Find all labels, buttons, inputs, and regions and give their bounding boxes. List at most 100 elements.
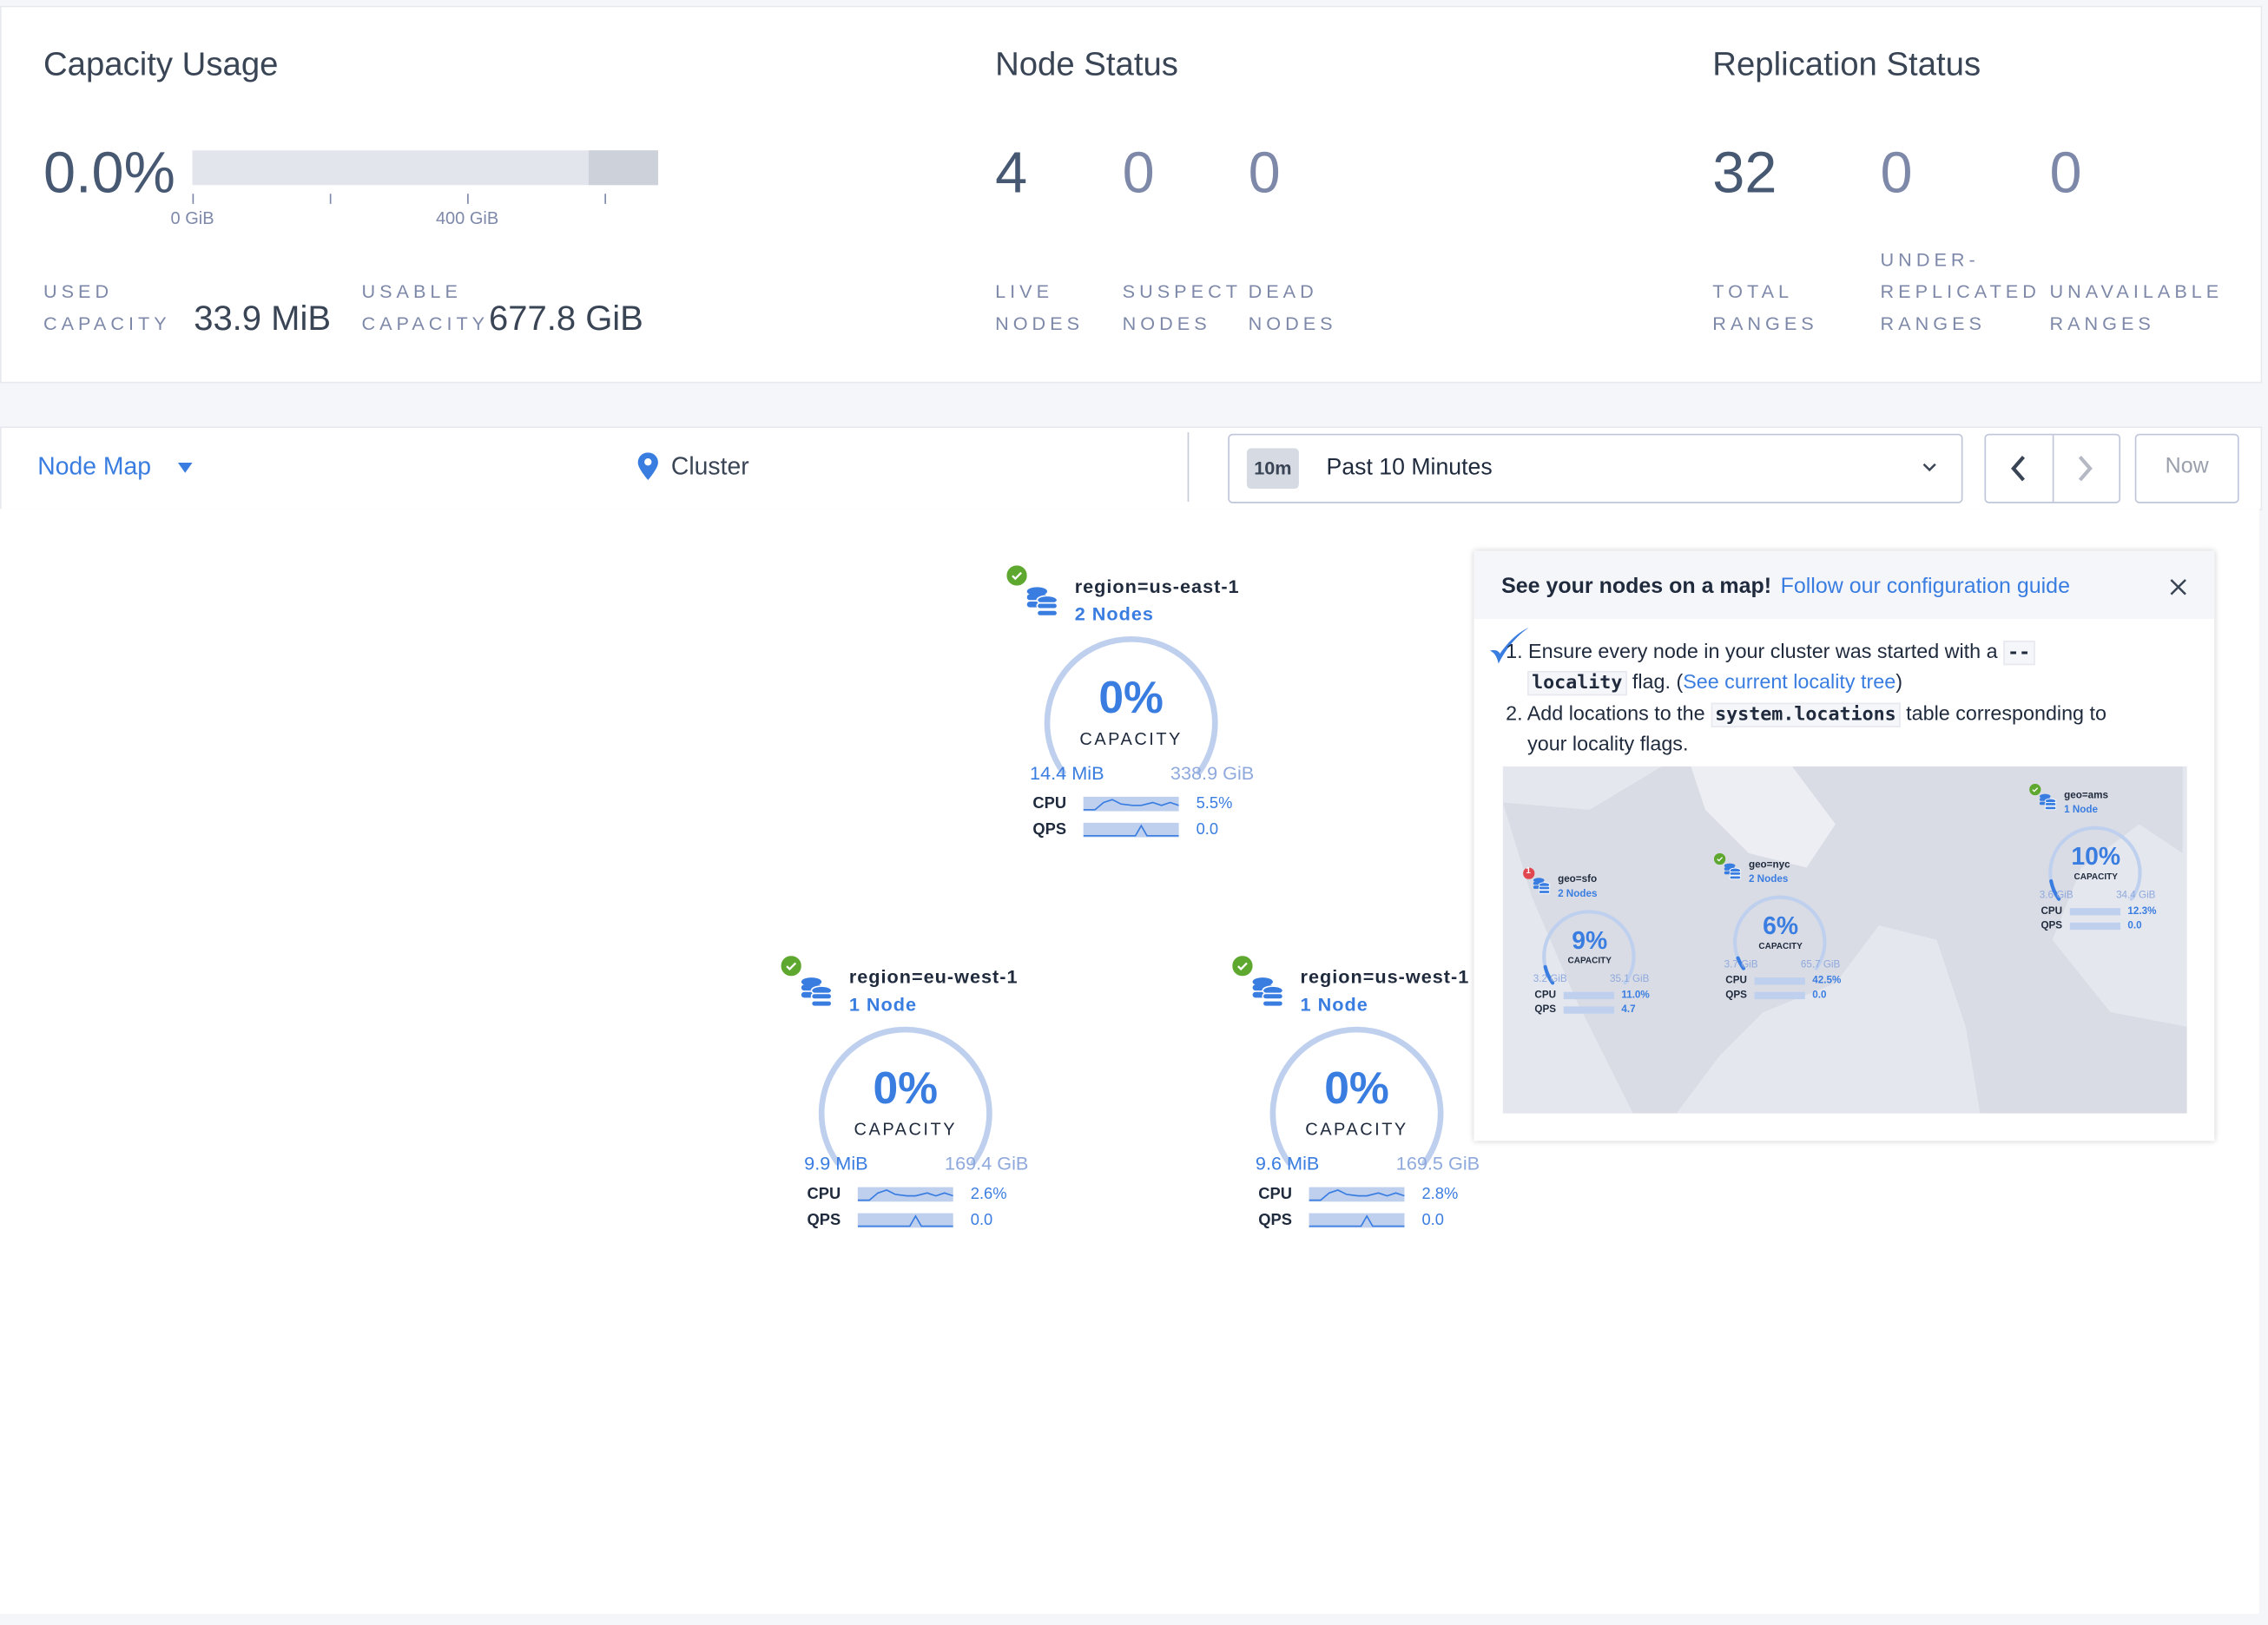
unavailable-label: UNAVAILABLE xyxy=(2049,280,2224,303)
gauge-fill xyxy=(1543,964,1555,985)
usable-value: 677.8 GiB xyxy=(489,299,643,339)
map-node-capacity-label: CAPACITY xyxy=(1567,957,1612,966)
close-icon[interactable] xyxy=(2170,578,2187,595)
map-node-qps-sparkline xyxy=(1754,991,1805,1000)
map-node-cpu: 42.5% xyxy=(1812,976,1842,987)
used-label: USED xyxy=(43,280,114,303)
next-button[interactable] xyxy=(2054,435,2119,502)
tick xyxy=(467,194,469,204)
time-range-label: Past 10 Minutes xyxy=(1326,455,1493,481)
capacity-percent: 0% xyxy=(1324,1062,1389,1114)
map-node-cpu-label: CPU xyxy=(2041,906,2063,918)
map-node-qps-label: QPS xyxy=(1725,990,1747,1001)
step-1-cont: locality flag. (See current locality tre… xyxy=(1527,667,1902,699)
live-label: LIVE xyxy=(995,280,1054,303)
database-icon xyxy=(1252,977,1284,1008)
breadcrumb-cluster[interactable]: Cluster xyxy=(670,452,749,481)
alert-badge-icon xyxy=(1523,867,1535,879)
gauge-track xyxy=(1733,895,1827,970)
map-node-qps-sparkline xyxy=(1563,1006,1615,1014)
qps-value: 0.0 xyxy=(970,1211,993,1229)
cpu-sparkline xyxy=(1309,1187,1405,1202)
node-locality-card[interactable]: region=us-west-1 1 Node 0% CAPACITY 9.6 … xyxy=(1232,954,1521,1243)
capacity-label: CAPACITY xyxy=(1079,728,1183,749)
qps-label: QPS xyxy=(807,1211,841,1229)
locality-title[interactable]: region=us-west-1 xyxy=(1300,965,1470,988)
used-value: 33.9 MiB xyxy=(194,299,331,339)
divider xyxy=(1187,432,1190,503)
map-node-percent: 6% xyxy=(1763,912,1799,940)
qps-sparkline xyxy=(857,1213,953,1228)
map-node-title: geo=sfo xyxy=(1558,874,1598,885)
checkmark-icon xyxy=(1489,627,1529,664)
map-node-qps-label: QPS xyxy=(1534,1004,1557,1016)
under-replicated-label: RANGES xyxy=(1880,312,1986,334)
map-node-count: 2 Nodes xyxy=(1748,874,1789,885)
configuration-guide-link[interactable]: Follow our configuration guide xyxy=(1780,574,2070,599)
map-node-total: 34.4 GiB xyxy=(2116,891,2156,901)
map-node-total: 35.1 GiB xyxy=(1610,974,1650,985)
map-node-capacity-label: CAPACITY xyxy=(1758,943,1803,952)
tick xyxy=(604,194,606,204)
step-2-cont: your locality flags. xyxy=(1527,731,1689,755)
node-locality-card[interactable]: region=us-east-1 2 Nodes 0% CAPACITY 14.… xyxy=(1006,564,1296,853)
map-node-qps-label: QPS xyxy=(2041,921,2063,931)
total-capacity: 338.9 GiB xyxy=(1170,761,1255,784)
time-range-select[interactable]: 10m Past 10 Minutes xyxy=(1228,433,1963,503)
step-2: 2. Add locations to the system.locations… xyxy=(1506,701,2106,727)
capacity-percent: 0% xyxy=(1098,672,1164,723)
capacity-percent: 0.0% xyxy=(43,141,175,206)
under-replicated-value: 0 xyxy=(1880,141,1913,206)
under-replicated-label: REPLICATED xyxy=(1880,280,2041,303)
total-capacity: 169.5 GiB xyxy=(1395,1152,1480,1174)
locality-title[interactable]: region=eu-west-1 xyxy=(848,965,1019,988)
capacity-label: CAPACITY xyxy=(1305,1119,1408,1140)
dead-label: NODES xyxy=(1248,312,1337,334)
gauge-track xyxy=(1269,1026,1444,1166)
map-node-capacity-label: CAPACITY xyxy=(2074,873,2118,883)
gauge-track xyxy=(2048,826,2142,901)
map-node-qps: 0.0 xyxy=(2127,921,2142,931)
map-node-cpu: 12.3% xyxy=(2127,906,2157,918)
map-node-total: 65.7 GiB xyxy=(1800,960,1841,970)
used-capacity: 9.9 MiB xyxy=(804,1152,868,1174)
capacity-percent: 0% xyxy=(873,1062,939,1114)
gauge-fill xyxy=(2049,878,2061,901)
chevron-right-icon xyxy=(2078,456,2093,482)
used-label: CAPACITY xyxy=(43,312,171,334)
suspect-label: SUSPECT xyxy=(1122,280,1242,303)
popup-heading: See your nodes on a map! xyxy=(1501,574,1772,599)
map-node-percent: 10% xyxy=(2071,843,2121,871)
locality-tree-link[interactable]: See current locality tree xyxy=(1683,669,1896,693)
usable-label: CAPACITY xyxy=(361,312,490,334)
used-capacity: 14.4 MiB xyxy=(1030,761,1104,784)
healthy-check-icon xyxy=(1232,956,1253,977)
cpu-value: 5.5% xyxy=(1196,795,1233,813)
cpu-label: CPU xyxy=(807,1185,841,1203)
locality-title[interactable]: region=us-east-1 xyxy=(1074,575,1240,597)
database-icon xyxy=(1026,587,1058,617)
example-map-node: 1 geo=sfo 2 Nodes 9% CAPACITY 3.2 GiB 35… xyxy=(1523,867,1674,1032)
now-button[interactable]: Now xyxy=(2134,433,2239,503)
qps-sparkline xyxy=(1083,822,1179,838)
summary-panel xyxy=(0,5,2263,384)
previous-button[interactable] xyxy=(1986,435,2054,503)
suspect-nodes-value: 0 xyxy=(1122,141,1155,206)
node-locality-card[interactable]: region=eu-west-1 1 Node 0% CAPACITY 9.9 … xyxy=(781,954,1071,1243)
map-node-qps: 4.7 xyxy=(1621,1004,1636,1016)
tick xyxy=(192,194,194,204)
view-select[interactable]: Node Map xyxy=(37,452,193,481)
cpu-value: 2.6% xyxy=(970,1185,1007,1203)
caret-down-icon xyxy=(178,463,193,473)
qps-value: 0.0 xyxy=(1196,821,1219,839)
qps-value: 0.0 xyxy=(1421,1211,1444,1229)
database-icon xyxy=(1533,878,1551,894)
popup-header xyxy=(1474,550,2215,619)
example-map-image: 1 geo=sfo 2 Nodes 9% CAPACITY 3.2 GiB 35… xyxy=(1502,766,2187,1114)
used-capacity: 9.6 MiB xyxy=(1255,1152,1320,1174)
node-count: 1 Node xyxy=(848,993,918,1016)
node-count: 2 Nodes xyxy=(1074,602,1154,625)
unavailable-value: 0 xyxy=(2049,141,2082,206)
gauge-fill xyxy=(1736,956,1746,970)
map-node-used: 3.2 GiB xyxy=(1533,974,1567,985)
